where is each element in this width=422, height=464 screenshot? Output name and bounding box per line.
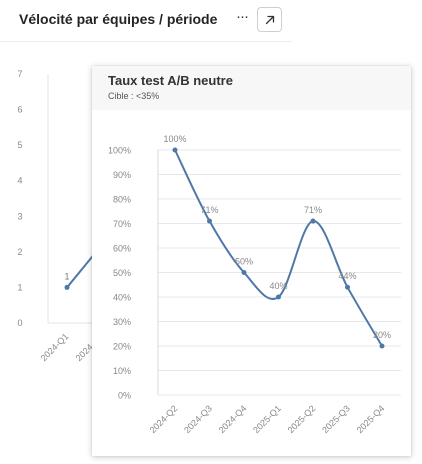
- data-label: 71%: [304, 205, 322, 215]
- y-tick-label: 0%: [118, 391, 131, 401]
- x-tick-label: 2025-Q2: [286, 403, 318, 435]
- x-tick-label: 2025-Q4: [355, 403, 387, 435]
- x-tick-label: 2025-Q1: [251, 403, 283, 435]
- more-options-button[interactable]: ···: [236, 8, 249, 25]
- x-tick-label: 2024-Q1: [39, 331, 71, 363]
- y-tick-label: 100%: [108, 146, 131, 156]
- x-tick-label: 2024-Q2: [148, 403, 180, 435]
- data-label: 71%: [200, 205, 218, 215]
- data-point: [241, 270, 247, 275]
- data-point: [64, 284, 70, 290]
- y-tick-label: 20%: [113, 342, 131, 352]
- data-label: 1: [64, 271, 69, 281]
- y-tick-label: 10%: [113, 366, 131, 376]
- ab-test-chart: 0% 10% 20% 30% 40% 50% 60% 70% 80% 90% 100% 100% 71%…: [108, 134, 401, 435]
- y-tick-label: 2: [17, 247, 22, 257]
- x-tick-label: 2024-Q3: [182, 403, 214, 435]
- y-tick-label: 1: [17, 282, 22, 292]
- tooltip-card: Taux test A/B neutre Cible : <35% 0% 10% 2…: [92, 66, 411, 456]
- data-label: 20%: [373, 330, 391, 340]
- card-title: Vélocité par équipes / période: [19, 11, 218, 27]
- data-point: [207, 218, 212, 224]
- data-point: [379, 343, 385, 349]
- y-tick-label: 4: [17, 176, 22, 186]
- y-tick-label: 70%: [113, 219, 131, 229]
- tooltip-subtitle: Cible : <35%: [108, 91, 160, 101]
- y-tick-label: 90%: [113, 170, 131, 180]
- data-point: [276, 294, 281, 300]
- card-header: Vélocité par équipes / période ···: [0, 0, 292, 42]
- data-label: 44%: [338, 271, 356, 281]
- y-tick-label: 50%: [113, 268, 131, 278]
- tooltip-title: Taux test A/B neutre: [108, 73, 233, 88]
- x-tick-label: 2024-Q4: [217, 403, 249, 435]
- x-tick-label: 2025-Q3: [320, 403, 352, 435]
- data-point: [310, 218, 316, 224]
- y-tick-label: 40%: [113, 293, 131, 303]
- data-point: [172, 147, 178, 153]
- y-tick-label: 60%: [113, 244, 131, 254]
- data-label: 100%: [163, 134, 186, 144]
- y-tick-label: 6: [17, 105, 22, 115]
- y-tick-label: 0: [17, 318, 22, 328]
- y-tick-label: 7: [17, 69, 22, 79]
- data-point: [345, 284, 350, 290]
- data-label: 40%: [269, 281, 287, 291]
- y-tick-label: 3: [17, 211, 22, 221]
- expand-button[interactable]: [257, 7, 282, 32]
- y-tick-label: 5: [17, 140, 22, 150]
- data-label: 50%: [235, 257, 253, 267]
- y-tick-label: 80%: [113, 195, 131, 205]
- arrow-up-right-icon: [265, 15, 274, 24]
- tooltip-header: Taux test A/B neutre Cible : <35%: [92, 66, 411, 110]
- y-tick-label: 30%: [113, 317, 131, 327]
